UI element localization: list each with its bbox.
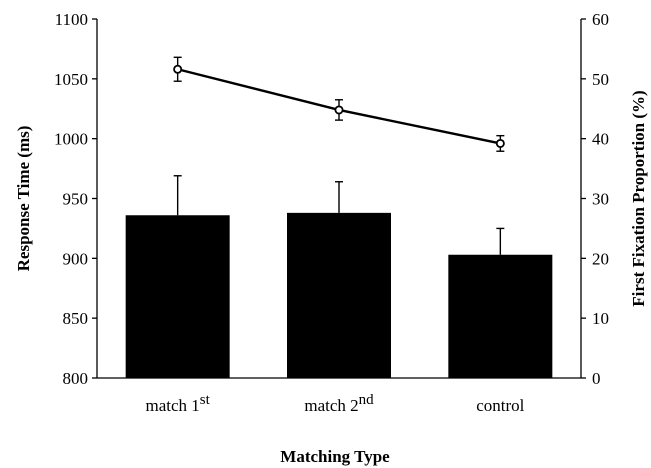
category-label: control [476,396,524,415]
line-series [173,56,505,152]
axis-labels: match 1st match 2nd control Matching Type Re… [14,90,648,466]
category-label: match 1st [146,392,211,415]
bar [287,212,391,378]
bar [448,254,553,378]
y-left-tick-label: 850 [63,309,89,328]
y-right-tick-label: 10 [592,309,609,328]
data-point [334,105,344,115]
axes: 800 850 900 950 1000 1050 1100 0 10 20 30 40 50 60 [54,10,609,388]
y-left-tick-label: 800 [63,369,89,388]
y-right-tick-label: 0 [592,369,601,388]
y-axis-right-title: First Fixation Proportion (%) [629,90,648,306]
y-left-tick-label: 1050 [54,70,88,89]
data-point [495,138,505,148]
y-left-tick-label: 950 [63,190,89,209]
bar-series [125,175,553,378]
y-right-tick-label: 30 [592,190,609,209]
category-label: match 2nd [304,392,374,415]
y-left-tick-label: 1100 [55,10,88,29]
y-right-tick-label: 20 [592,249,609,268]
y-axis-left-title: Response Time (ms) [14,126,33,272]
y-left-tick-label: 900 [63,249,89,268]
y-right-tick-label: 40 [592,130,609,149]
y-left-tick-label: 1000 [54,130,88,149]
y-right-tick-label: 60 [592,10,609,29]
x-axis-title: Matching Type [280,447,390,466]
bar [125,215,230,378]
y-right-tick-label: 50 [592,70,609,89]
data-point [173,64,183,74]
